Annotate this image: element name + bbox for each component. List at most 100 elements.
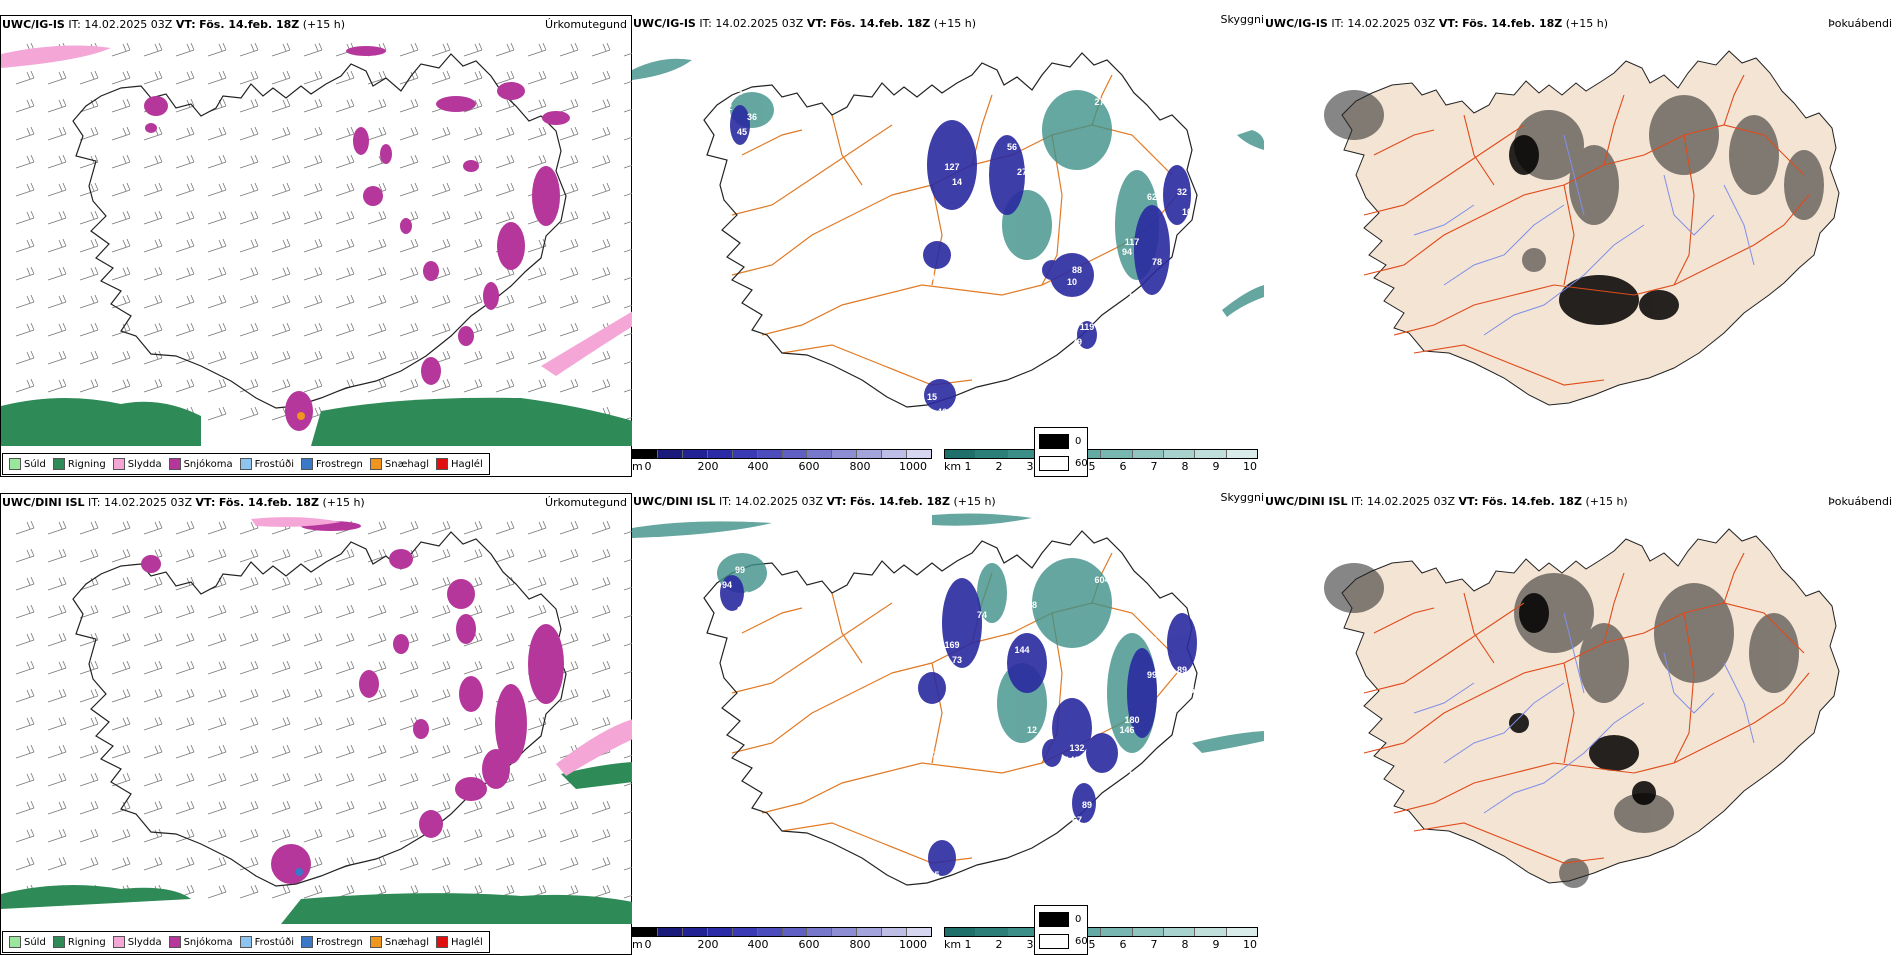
- wind-barb: [15, 520, 35, 535]
- wind-barb: [207, 294, 227, 309]
- visibility-value: 78: [1152, 257, 1162, 267]
- wind-barb: [111, 182, 131, 197]
- wind-barb: [399, 604, 419, 619]
- wind-barb: [527, 520, 547, 535]
- wind-barb: [591, 266, 611, 281]
- visibility-value: 32: [1177, 187, 1187, 197]
- legend-swatch: [436, 458, 449, 470]
- wind-barb: [175, 70, 195, 85]
- legend-label: Frostregn: [316, 936, 363, 948]
- precip-map: [1, 36, 633, 446]
- legend-item: Snæhagl: [369, 936, 429, 948]
- iceland-coastline: [72, 531, 567, 887]
- wind-barb: [175, 350, 195, 365]
- colorbar-tick: 8: [1181, 938, 1189, 951]
- wind-barb: [111, 70, 131, 85]
- visibility-value: 77: [927, 750, 937, 760]
- colorbar-tick: 10: [1243, 460, 1257, 473]
- wind-barb: [399, 294, 419, 309]
- wind-barb: [431, 238, 451, 253]
- wind-barb: [591, 632, 611, 647]
- wind-barb: [335, 294, 355, 309]
- wind-barb: [207, 884, 227, 899]
- road: [1463, 114, 1495, 186]
- legend-item: Haglél: [436, 936, 483, 948]
- colorbar-tick: 800: [849, 460, 871, 473]
- wind-barb: [591, 660, 611, 675]
- wind-barb: [175, 154, 195, 169]
- wind-barb: [367, 688, 387, 703]
- visibility-value: 68: [987, 227, 997, 237]
- legend-label: Snjókoma: [183, 458, 233, 470]
- colorbar-tick: 1: [964, 938, 972, 951]
- river: [1663, 652, 1715, 714]
- wind-barb: [495, 42, 515, 57]
- colorbar-tick: 8: [1181, 460, 1189, 473]
- wind-barb: [591, 294, 611, 309]
- visibility-value: 94: [722, 580, 732, 590]
- it-label: IT:: [68, 18, 81, 31]
- colorbar-km: km12345678910: [944, 927, 1258, 955]
- wind-barb: [591, 856, 611, 871]
- wind-barb: [47, 576, 67, 591]
- wind-barb: [591, 828, 611, 843]
- wind-barb: [335, 856, 355, 871]
- legend-item: Snjókoma: [168, 458, 233, 470]
- it-label: IT:: [1351, 495, 1364, 508]
- wind-barb: [623, 304, 633, 309]
- wind-barb: [527, 604, 547, 619]
- wind-barb: [47, 70, 67, 85]
- wind-barb: [15, 772, 35, 787]
- visibility-value: 74: [1127, 292, 1137, 302]
- cloud-map: [1264, 513, 1896, 923]
- vt-value: Fös. 14.feb. 18Z: [1462, 17, 1563, 30]
- precip-sleet-areas: [1, 45, 633, 376]
- wind-barb: [143, 154, 163, 169]
- wind-barb: [79, 294, 99, 309]
- vt-label: VT:: [826, 495, 847, 508]
- road: [1363, 602, 1525, 694]
- wind-barb: [15, 98, 35, 113]
- wind-barb: [431, 744, 451, 759]
- model-name: UWC/IG-IS: [2, 18, 65, 31]
- colorbar-tick: 9: [1212, 938, 1220, 951]
- legend-item: Snjókoma: [168, 936, 233, 948]
- wind-barb: [271, 772, 291, 787]
- wind-barb: [335, 266, 355, 281]
- colorbar-swatch: [945, 928, 977, 936]
- wind-barb: [303, 632, 323, 647]
- road: [1373, 607, 1435, 634]
- wind-barb: [271, 548, 291, 563]
- wind-barb: [335, 210, 355, 225]
- wind-barb: [47, 520, 67, 535]
- wind-barb: [559, 520, 579, 535]
- wind-barb: [623, 360, 633, 365]
- river: [1663, 174, 1715, 236]
- iceland-coastline: [703, 530, 1198, 886]
- road: [741, 607, 803, 634]
- wind-barb: [207, 856, 227, 871]
- road: [1363, 602, 1805, 754]
- it-label: IT:: [719, 495, 732, 508]
- wind-barb: [495, 70, 515, 85]
- wind-barb: [303, 688, 323, 703]
- wind-barb: [495, 126, 515, 141]
- legend-item: Haglél: [436, 458, 483, 470]
- wind-barb: [623, 248, 633, 253]
- wind-barb: [303, 182, 323, 197]
- wind-barb: [271, 800, 291, 815]
- visibility-value: 144: [1014, 645, 1029, 655]
- wind-barb: [175, 828, 195, 843]
- wind-barb: [271, 294, 291, 309]
- model-name: UWC/IG-IS: [633, 17, 696, 30]
- wind-barb: [79, 548, 99, 563]
- wind-barb: [591, 210, 611, 225]
- wind-barb: [335, 154, 355, 169]
- wind-barb: [271, 182, 291, 197]
- wind-barb: [15, 266, 35, 281]
- wind-barb: [335, 800, 355, 815]
- precip-legend: Súld Rigning Slydda Snjókoma Frostúði Frostre…: [2, 453, 490, 475]
- visibility-value: 119: [1080, 322, 1095, 332]
- panel-header: UWC/DINI ISL IT: 14.02.2025 03Z VT: Fös.…: [1265, 495, 1892, 511]
- wind-barb: [559, 378, 579, 393]
